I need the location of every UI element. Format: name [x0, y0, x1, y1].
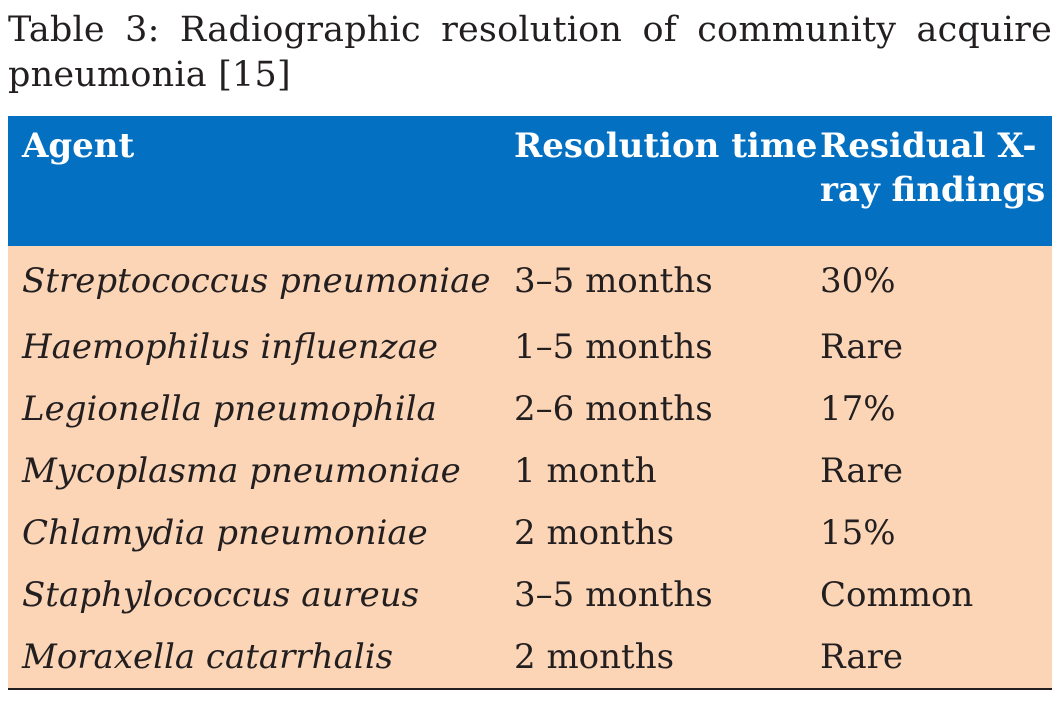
cell-residual-findings: Rare — [820, 451, 904, 491]
cell-residual-findings: Common — [820, 575, 974, 615]
cell-residual-findings: Rare — [820, 327, 904, 367]
data-table-container: Agent Resolution time Residual X-ray fin… — [8, 116, 1052, 690]
cell-residual-findings: 15% — [820, 513, 896, 553]
column-header-agent: Agent — [22, 126, 135, 166]
table-row: Haemophilus influenzae 1–5 months Rare — [8, 316, 1052, 378]
column-header-residual-findings: Residual X-ray findings — [820, 126, 1046, 210]
cell-resolution-time: 2 months — [514, 513, 675, 553]
cell-resolution-time: 2 months — [514, 626, 820, 690]
header-row: Agent Resolution time Residual X-ray fin… — [8, 116, 1052, 246]
table-body: Streptococcus pneumoniae 3–5 months 30% … — [8, 246, 1052, 690]
table-row: Streptococcus pneumoniae 3–5 months 30% — [8, 246, 1052, 316]
cell-resolution-time: 1–5 months — [514, 327, 713, 367]
cell-agent: Chlamydia pneumoniae — [22, 513, 428, 553]
cell-residual-findings: Rare — [820, 626, 1052, 690]
cell-resolution-time: 3–5 months — [514, 261, 713, 301]
table-row: Staphylococcus aureus 3–5 months Common — [8, 564, 1052, 626]
table-caption: Table 3: Radiographic resolution of comm… — [8, 10, 1052, 95]
table-row: Chlamydia pneumoniae 2 months 15% — [8, 502, 1052, 564]
cell-agent: Staphylococcus aureus — [22, 575, 420, 615]
table-row: Moraxella catarrhalis 2 months Rare — [8, 626, 1052, 690]
cell-agent: Streptococcus pneumoniae — [22, 261, 491, 301]
table-header: Agent Resolution time Residual X-ray fin… — [8, 116, 1052, 246]
cell-agent: Haemophilus influenzae — [22, 327, 438, 367]
cell-resolution-time: 2–6 months — [514, 389, 713, 429]
resolution-table: Agent Resolution time Residual X-ray fin… — [8, 116, 1052, 690]
cell-resolution-time: 3–5 months — [514, 575, 713, 615]
table-row: Mycoplasma pneumoniae 1 month Rare — [8, 440, 1052, 502]
cell-agent: Mycoplasma pneumoniae — [22, 451, 461, 491]
cell-residual-findings: 17% — [820, 389, 896, 429]
cell-residual-findings: 30% — [820, 261, 896, 301]
cell-agent: Moraxella catarrhalis — [8, 626, 514, 690]
cell-agent: Legionella pneumophila — [22, 389, 437, 429]
column-header-resolution-time: Resolution time — [514, 126, 818, 166]
table-row: Legionella pneumophila 2–6 months 17% — [8, 378, 1052, 440]
cell-resolution-time: 1 month — [514, 451, 657, 491]
